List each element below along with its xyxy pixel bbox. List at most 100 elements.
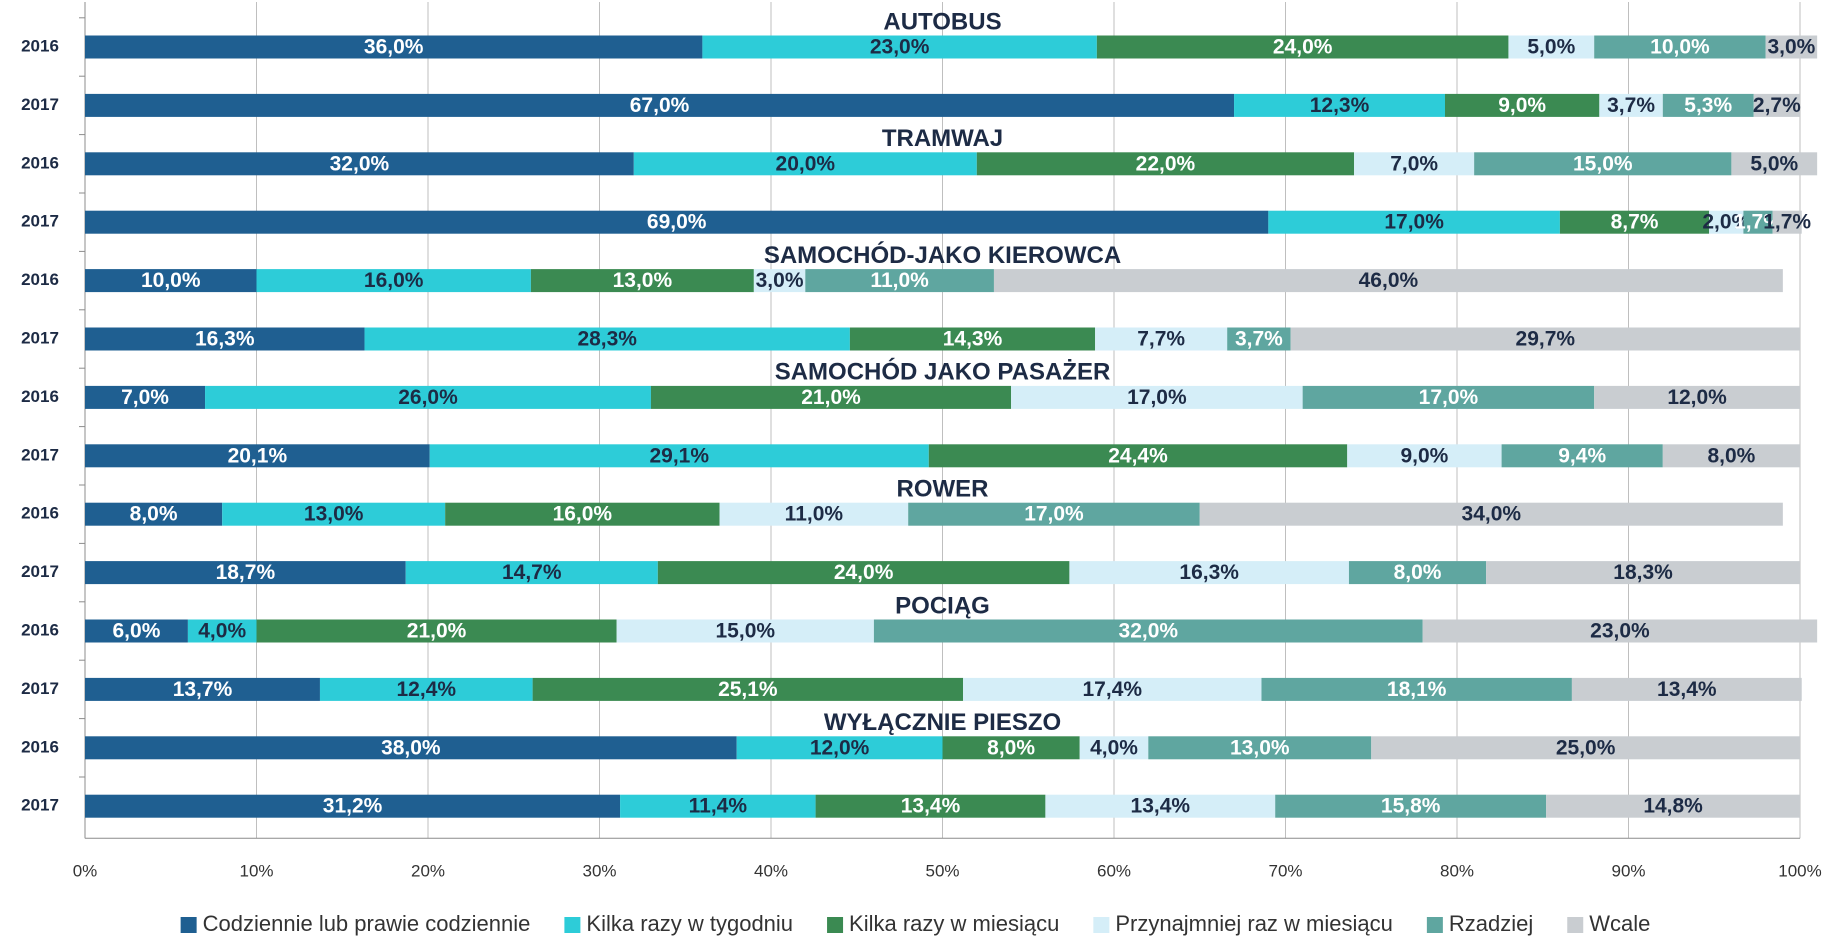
bar-segment xyxy=(1772,210,1802,234)
x-tick-label: 10% xyxy=(239,862,273,881)
value-label: 13,4% xyxy=(1657,678,1717,701)
legend-label: Rzadziej xyxy=(1449,911,1533,936)
row-label: 2016 xyxy=(21,504,59,523)
value-label: 14,7% xyxy=(502,561,562,584)
x-tick-label: 70% xyxy=(1268,862,1302,881)
group-title: SAMOCHÓD-JAKO KIEROWCA xyxy=(764,241,1121,269)
value-label: 17,4% xyxy=(1083,678,1143,701)
value-label: 14,8% xyxy=(1643,795,1703,818)
bar-segment xyxy=(1422,619,1818,643)
bar-segment xyxy=(405,561,658,585)
value-label: 24,0% xyxy=(1273,36,1333,59)
bar-segment xyxy=(364,327,850,351)
bar-segment xyxy=(1594,35,1766,59)
row-label: 2017 xyxy=(21,562,59,581)
x-tick-label: 100% xyxy=(1778,862,1821,881)
bar-segment xyxy=(1069,561,1349,585)
bar-segment xyxy=(85,677,320,701)
bar-segment xyxy=(1227,327,1291,351)
group-title: POCIĄG xyxy=(895,592,990,619)
row-label: 2016 xyxy=(21,387,59,406)
bar-segment xyxy=(1199,502,1783,526)
value-label: 18,7% xyxy=(216,561,276,584)
value-label: 15,8% xyxy=(1381,795,1441,818)
bar-segment xyxy=(1011,385,1303,409)
bar-segment xyxy=(1765,35,1818,59)
value-label: 16,3% xyxy=(195,328,255,351)
value-label: 15,0% xyxy=(1573,152,1633,175)
group-title: WYŁĄCZNIE PIESZO xyxy=(824,709,1061,736)
value-label: 18,1% xyxy=(1387,678,1447,701)
row-label: 2016 xyxy=(21,620,59,639)
legend: Codziennie lub prawie codziennie Kilka ra… xyxy=(180,911,1650,936)
value-label: 3,0% xyxy=(756,269,804,292)
row-label: 2017 xyxy=(21,212,59,231)
value-label: 12,3% xyxy=(1310,94,1370,117)
bar-segment xyxy=(1096,35,1509,59)
bar-segment xyxy=(445,502,720,526)
group-title: AUTOBUS xyxy=(883,8,1001,35)
value-label: 23,0% xyxy=(870,36,930,59)
bar-segment xyxy=(1290,327,1800,351)
bar-segment xyxy=(650,385,1012,409)
bar-segment xyxy=(1501,444,1663,468)
bar-segment xyxy=(942,736,1080,760)
row-label: 2017 xyxy=(21,328,59,347)
bar-segment xyxy=(1275,794,1547,818)
legend-swatch xyxy=(1426,917,1443,933)
row-label: 2016 xyxy=(21,153,59,172)
value-label: 20,1% xyxy=(228,444,288,467)
value-label: 10,0% xyxy=(141,269,201,292)
value-label: 13,4% xyxy=(901,795,961,818)
bar-segment xyxy=(963,677,1262,701)
value-label: 11,0% xyxy=(870,269,929,292)
bar-segment xyxy=(815,794,1046,818)
bar-segment xyxy=(1302,385,1595,409)
bar-segment xyxy=(85,444,430,468)
value-label: 18,3% xyxy=(1613,561,1673,584)
value-label: 29,1% xyxy=(649,444,709,467)
value-label: 16,0% xyxy=(553,503,613,526)
value-label: 36,0% xyxy=(364,36,424,59)
bar-segment xyxy=(1079,736,1149,760)
value-label: 8,0% xyxy=(1394,561,1442,584)
value-label: 11,0% xyxy=(785,503,844,526)
bar-segment xyxy=(1371,736,1800,760)
group-title: ROWER xyxy=(897,476,989,503)
legend-label: Kilka razy w miesiącu xyxy=(849,911,1059,936)
legend-swatch xyxy=(180,917,197,933)
value-label: 16,0% xyxy=(364,269,424,292)
value-label: 24,0% xyxy=(834,561,894,584)
row-label: 2017 xyxy=(21,445,59,464)
value-label: 3,7% xyxy=(1607,94,1655,117)
bar-segment xyxy=(849,327,1096,351)
value-label: 13,0% xyxy=(304,503,364,526)
bar-segment xyxy=(1743,210,1773,234)
value-label: 32,0% xyxy=(330,152,390,175)
value-label: 31,2% xyxy=(323,795,383,818)
value-label: 13,4% xyxy=(1131,795,1191,818)
value-label: 20,0% xyxy=(776,152,836,175)
value-label: 22,0% xyxy=(1136,152,1196,175)
x-tick-label: 60% xyxy=(1097,862,1131,881)
value-label: 7,0% xyxy=(1390,152,1438,175)
bar-segment xyxy=(85,619,188,643)
value-label: 8,0% xyxy=(987,736,1035,759)
value-label: 4,0% xyxy=(1090,736,1138,759)
bar-segment xyxy=(319,677,533,701)
legend-label: Kilka razy w tygodniu xyxy=(586,911,793,936)
value-label: 14,3% xyxy=(943,328,1003,351)
row-label: 2017 xyxy=(21,796,59,815)
value-label: 5,0% xyxy=(1750,152,1798,175)
bar-segment xyxy=(1095,327,1228,351)
value-label: 7,7% xyxy=(1137,328,1185,351)
value-label: 28,3% xyxy=(577,328,637,351)
value-label: 13,0% xyxy=(1230,736,1290,759)
group-title: TRAMWAJ xyxy=(882,125,1003,152)
bar-segment xyxy=(633,152,977,176)
bar-segment xyxy=(187,619,257,643)
value-label: 24,4% xyxy=(1108,444,1168,467)
bar-segment xyxy=(702,35,1097,59)
value-label: 3,7% xyxy=(1235,328,1283,351)
value-label: 26,0% xyxy=(398,386,458,409)
